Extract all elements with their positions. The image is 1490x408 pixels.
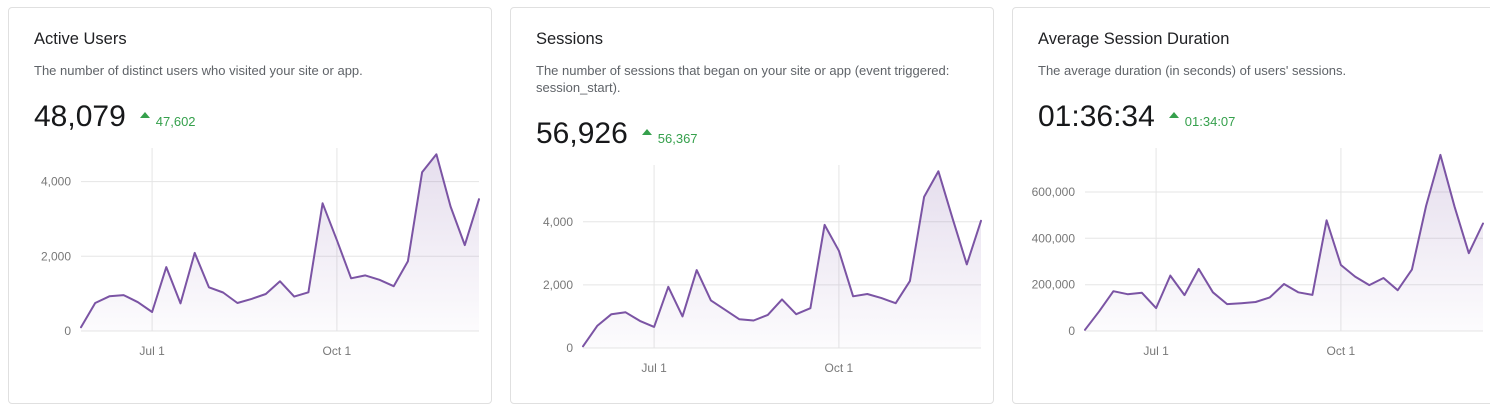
- svg-text:Jul 1: Jul 1: [139, 344, 165, 358]
- metric-value: 56,926: [536, 117, 628, 150]
- delta-up-icon: [139, 112, 150, 118]
- delta-value: 56,367: [657, 131, 698, 146]
- svg-text:Jul 1: Jul 1: [1143, 344, 1169, 358]
- card-title: Active Users: [34, 30, 127, 48]
- svg-text:0: 0: [566, 341, 573, 355]
- svg-text:600,000: 600,000: [1032, 185, 1076, 199]
- card-title: Sessions: [536, 30, 603, 48]
- card-title: Average Session Duration: [1038, 30, 1230, 48]
- svg-text:Oct 1: Oct 1: [1327, 344, 1356, 358]
- svg-text:Oct 1: Oct 1: [825, 361, 854, 375]
- svg-text:2,000: 2,000: [41, 249, 71, 263]
- svg-text:4,000: 4,000: [543, 215, 573, 229]
- metric-value-row: 01:36:34 01:34:07: [1038, 100, 1470, 134]
- svg-text:4,000: 4,000: [41, 175, 71, 189]
- metric-card-avg-session-duration[interactable]: Average Session Duration The average dur…: [1012, 7, 1490, 404]
- metric-value-row: 56,926 56,367: [536, 117, 968, 151]
- timeseries-chart-active-users[interactable]: 0 2,000 4,000 Jul 1 Oct 1: [9, 143, 491, 368]
- svg-text:400,000: 400,000: [1032, 231, 1076, 245]
- svg-text:Oct 1: Oct 1: [323, 344, 352, 358]
- card-description: The average duration (in seconds) of use…: [1038, 63, 1347, 78]
- metric-value-row: 48,079 47,602: [34, 100, 466, 134]
- delta-value: 01:34:07: [1184, 114, 1236, 129]
- timeseries-chart-sessions[interactable]: 0 2,000 4,000 Jul 1 Oct 1: [511, 160, 993, 385]
- svg-text:200,000: 200,000: [1032, 278, 1076, 292]
- timeseries-chart-avg-session-duration[interactable]: 0 200,000 400,000 600,000 Jul 1 Oct 1: [1013, 143, 1490, 368]
- metric-value: 01:36:34: [1038, 100, 1155, 133]
- metric-card-sessions[interactable]: Sessions The number of sessions that beg…: [510, 7, 994, 404]
- delta-up-icon: [641, 129, 652, 135]
- delta-value: 47,602: [155, 114, 196, 129]
- metric-card-active-users[interactable]: Active Users The number of distinct user…: [8, 7, 492, 404]
- delta-up-icon: [1168, 112, 1179, 118]
- card-description: The number of sessions that began on you…: [536, 63, 950, 95]
- svg-text:0: 0: [1068, 324, 1075, 338]
- metric-value: 48,079: [34, 100, 126, 133]
- svg-text:Jul 1: Jul 1: [641, 361, 667, 375]
- card-description: The number of distinct users who visited…: [34, 63, 363, 78]
- svg-text:2,000: 2,000: [543, 278, 573, 292]
- svg-text:0: 0: [64, 324, 71, 338]
